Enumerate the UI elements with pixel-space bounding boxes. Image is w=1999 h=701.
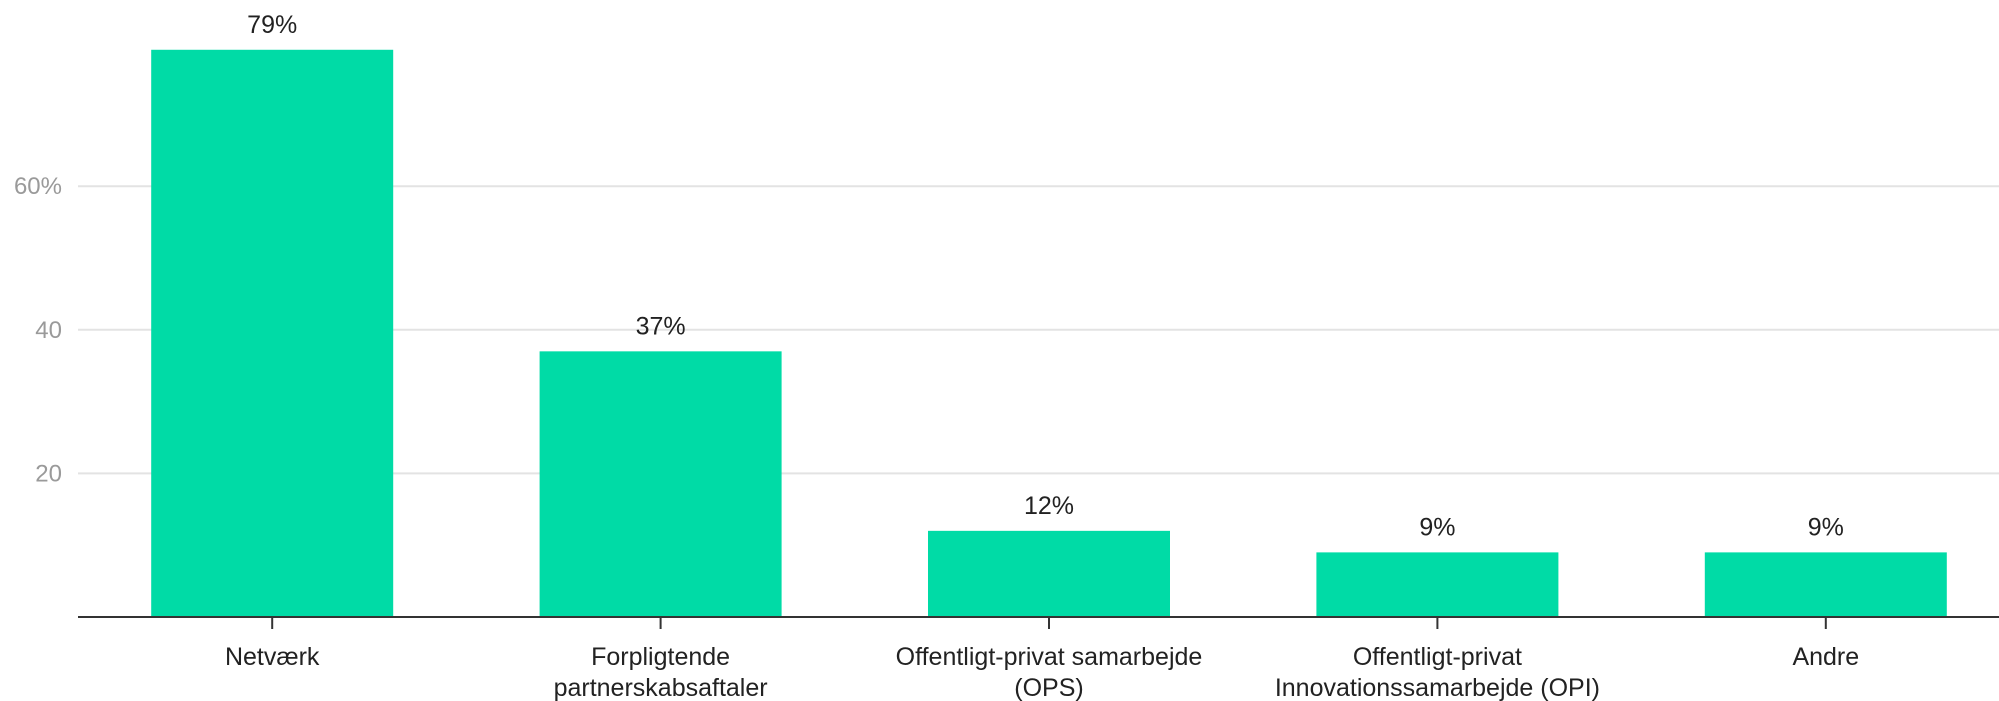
bar: [1316, 552, 1559, 617]
data-label: 12%: [1024, 492, 1074, 520]
x-tick-label: Netværk: [225, 643, 320, 671]
x-tick-label-line: Innovationssamarbejde (OPI): [1275, 674, 1600, 701]
bars: [151, 49, 1947, 617]
x-tick-label-line: (OPS): [1014, 674, 1083, 701]
x-axis-tick-labels: Netværk Forpligtende partnerskabsaftaler Of…: [225, 617, 1859, 701]
bar: [928, 530, 1170, 617]
x-tick-label: Offentligt-privat Innovationssamarbejde (…: [1275, 643, 1600, 701]
data-label: 37%: [636, 312, 686, 340]
y-tick-label: 20: [35, 460, 62, 487]
bar: [151, 49, 394, 617]
x-tick-label-line: Andre: [1792, 643, 1859, 671]
x-tick-label-line: Offentligt-privat: [1353, 643, 1522, 671]
x-tick-label: Offentligt-privat samarbejde (OPS): [896, 643, 1203, 701]
data-labels: 79% 37% 12% 9% 9%: [247, 11, 1844, 542]
data-label: 79%: [247, 11, 297, 39]
x-tick-label-line: Offentligt-privat samarbejde: [896, 643, 1203, 671]
x-tick-label-line: Netværk: [225, 643, 320, 671]
x-tick-label-line: partnerskabsaftaler: [554, 674, 768, 701]
bar: [1704, 552, 1947, 617]
data-label: 9%: [1419, 513, 1455, 541]
x-tick-label: Andre: [1792, 643, 1859, 671]
grid-lines: [78, 185, 1999, 475]
y-axis-tick-labels: 20 40 60%: [14, 173, 62, 487]
bar: [539, 351, 782, 617]
x-tick-label: Forpligtende partnerskabsaftaler: [554, 643, 768, 701]
y-tick-label: 60%: [14, 173, 62, 200]
data-label: 9%: [1808, 513, 1844, 541]
y-tick-label: 40: [35, 317, 62, 344]
x-tick-label-line: Forpligtende: [591, 643, 730, 671]
